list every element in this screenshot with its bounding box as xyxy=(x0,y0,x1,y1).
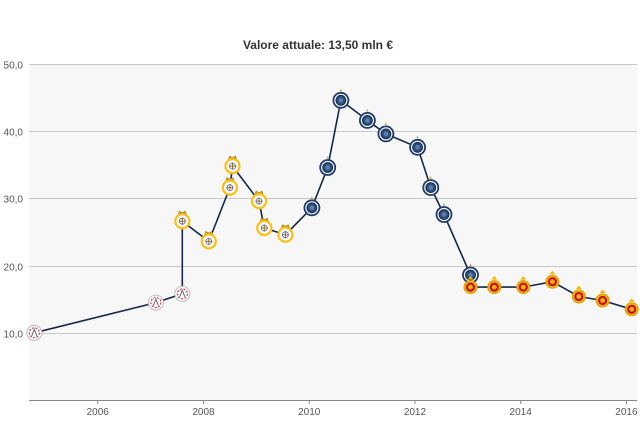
real-madrid-crest-icon[interactable] xyxy=(174,210,191,230)
galatasaray-crest-icon[interactable] xyxy=(595,289,610,308)
y-tick-label: 40,0 xyxy=(4,128,24,139)
x-tick-label: 2006 xyxy=(87,407,110,418)
y-tick-label: 30,0 xyxy=(4,195,24,206)
real-madrid-crest-icon[interactable] xyxy=(256,217,273,237)
inter-crest-icon[interactable] xyxy=(377,122,395,143)
inter-crest-icon[interactable] xyxy=(319,156,337,176)
real-madrid-crest-icon[interactable] xyxy=(277,224,294,243)
inter-crest-icon[interactable] xyxy=(409,135,427,156)
galatasaray-crest-icon[interactable] xyxy=(545,270,560,289)
galatasaray-crest-icon[interactable] xyxy=(571,285,586,304)
real-madrid-crest-icon[interactable] xyxy=(221,177,238,196)
y-tick-label: 50,0 xyxy=(4,61,24,72)
y-tick-label: 10,0 xyxy=(4,330,24,341)
galatasaray-crest-icon[interactable] xyxy=(516,276,531,295)
inter-crest-icon[interactable] xyxy=(435,203,453,223)
x-tick-label: 2008 xyxy=(192,407,215,418)
galatasaray-crest-icon[interactable] xyxy=(463,276,478,295)
inter-crest-icon[interactable] xyxy=(332,88,350,109)
chart-title: Valore attuale: 13,50 mln € xyxy=(243,38,393,52)
real-madrid-crest-icon[interactable] xyxy=(250,190,268,210)
x-tick-label: 2016 xyxy=(615,407,638,418)
inter-crest-icon[interactable] xyxy=(422,176,440,197)
ajax-crest-icon[interactable] xyxy=(26,324,43,341)
y-axis: 10,0 20,0 30,0 40,0 50,0 xyxy=(4,61,24,341)
inter-crest-icon[interactable] xyxy=(358,108,376,129)
y-tick-label: 20,0 xyxy=(4,263,24,274)
inter-crest-icon[interactable] xyxy=(303,196,321,217)
x-tick-label: 2010 xyxy=(298,407,321,418)
grid-lines xyxy=(29,64,637,334)
data-points xyxy=(26,88,639,341)
x-tick-label: 2012 xyxy=(404,407,427,418)
ajax-crest-icon[interactable] xyxy=(174,285,191,302)
x-tick-label: 2014 xyxy=(510,407,533,418)
ajax-crest-icon[interactable] xyxy=(147,294,164,311)
galatasaray-crest-icon[interactable] xyxy=(487,276,502,295)
x-axis: 2006 2008 2010 2012 2014 2016 xyxy=(87,400,638,418)
real-madrid-crest-icon[interactable] xyxy=(224,155,241,175)
real-madrid-crest-icon[interactable] xyxy=(200,230,217,250)
galatasaray-crest-icon[interactable] xyxy=(624,298,639,317)
plot-area xyxy=(29,64,637,400)
